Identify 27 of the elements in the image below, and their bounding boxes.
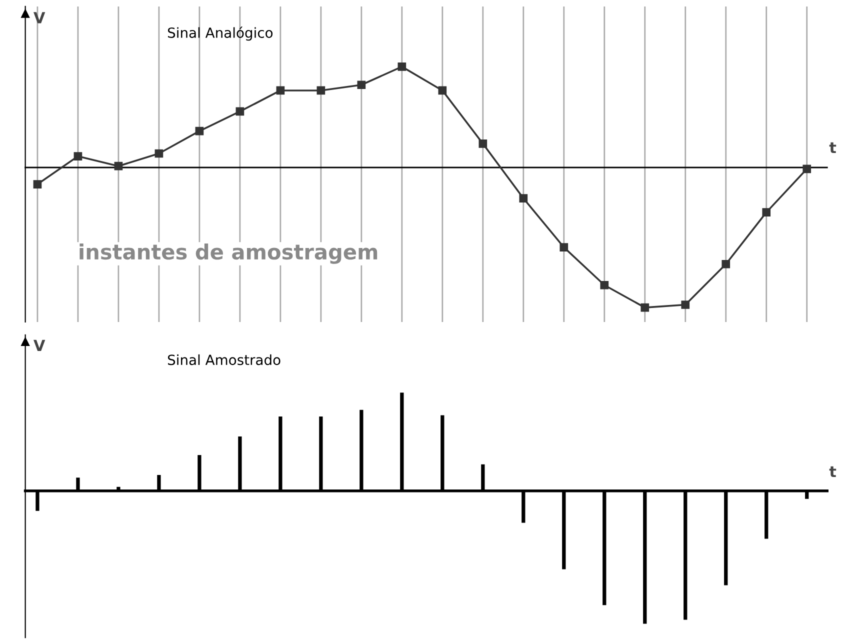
point bbox=[33, 180, 42, 188]
annotation: instantes de amostragem bbox=[80, 244, 378, 264]
point bbox=[640, 303, 650, 312]
point bbox=[802, 164, 812, 174]
chart-title: Sinal Analógico bbox=[168, 26, 273, 41]
point bbox=[560, 243, 568, 252]
y-axis-title: V bbox=[33, 12, 46, 24]
point bbox=[722, 260, 730, 268]
point bbox=[357, 80, 366, 90]
point bbox=[398, 62, 406, 71]
point bbox=[600, 280, 609, 290]
point bbox=[681, 300, 690, 309]
point bbox=[438, 86, 447, 95]
point bbox=[478, 140, 488, 148]
point bbox=[316, 86, 326, 95]
y-axis-title: V bbox=[33, 340, 46, 352]
point bbox=[236, 107, 244, 116]
point bbox=[195, 126, 204, 136]
point bbox=[519, 194, 528, 202]
point bbox=[276, 86, 285, 95]
point bbox=[74, 152, 82, 160]
chart-title: Sinal Amostrado bbox=[168, 354, 280, 366]
point bbox=[114, 162, 123, 170]
x-axis-title: t bbox=[829, 142, 836, 154]
point bbox=[154, 149, 164, 158]
point bbox=[762, 208, 771, 216]
x-axis-title: t bbox=[829, 466, 836, 478]
